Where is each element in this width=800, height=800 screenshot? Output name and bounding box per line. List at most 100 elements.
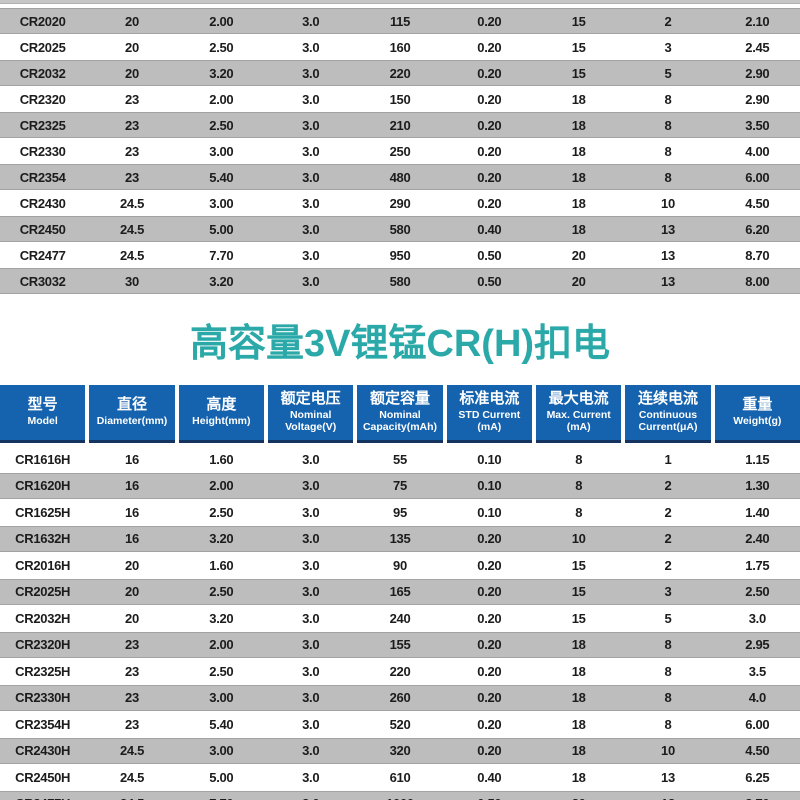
cell-value: 2.45 [745, 39, 770, 55]
cell-value: 18 [571, 637, 586, 653]
header-label-en: Nominal Voltage(V) [285, 409, 337, 433]
cell-model: CR2325H [15, 663, 71, 679]
cell-value: 5.40 [209, 716, 234, 732]
cell-value: 16 [125, 478, 139, 494]
cell-value: 24.5 [119, 247, 145, 263]
table-row: CR2354H 23 5.40 3.0 520 0.20 18 8 6.00 [0, 711, 800, 738]
cell-value: 150 [389, 91, 411, 107]
cell-value: 3.00 [209, 143, 234, 159]
cell-value: 8 [664, 690, 672, 706]
cell-value: 2.50 [209, 117, 234, 133]
cell-value: 18 [571, 195, 586, 211]
cell-value: 20 [536, 796, 621, 800]
cell-model: CR2032 [19, 65, 66, 81]
cell-value: 1 [664, 451, 672, 467]
table-row: CR2025 20 2.50 3.0 160 0.20 15 3 2.45 [0, 34, 800, 60]
table-row: CR2320H 23 2.00 3.0 155 0.20 18 8 2.95 [0, 631, 800, 658]
cell-value: 260 [389, 690, 411, 706]
cell-value: 20 [571, 273, 586, 289]
cell-value: 2.10 [745, 13, 770, 29]
cell-value: 15 [571, 39, 586, 55]
cell-value: 5.40 [209, 169, 234, 185]
battery-table-header: 型号 Model 直径 Diameter(mm) 高度 Height(mm) 额定电压 Nom… [0, 385, 800, 443]
cell-value: 3 [664, 39, 672, 55]
cell-value: 220 [389, 65, 411, 81]
cell-value: 23 [125, 91, 139, 107]
cell-value: 15 [571, 65, 586, 81]
cell-value: 0.20 [477, 663, 502, 679]
cell-value: 0.20 [477, 143, 502, 159]
header-label-cn: 连续电流 [637, 390, 698, 407]
cell-value: 18 [571, 143, 586, 159]
cell-value: 30 [125, 273, 139, 289]
cell-value: 3.0 [302, 504, 320, 520]
cell-value: 4.0 [748, 690, 766, 706]
cell-value: 3.0 [302, 195, 320, 211]
cell-value: 0.10 [477, 451, 502, 467]
cell-value: 0.20 [477, 13, 502, 29]
cell-value: 3.0 [268, 796, 353, 800]
cell-value: 16 [125, 451, 139, 467]
cell-value: 18 [571, 663, 586, 679]
cell-value: 160 [389, 39, 411, 55]
cell-value: 3.0 [302, 117, 320, 133]
cell-model: CR2016H [15, 557, 71, 573]
cell-value: 8 [664, 663, 672, 679]
table-row: CR2430 24.5 3.00 3.0 290 0.20 18 10 4.50 [0, 190, 800, 216]
cell-value: 10 [661, 195, 675, 211]
cell-value: 2.90 [745, 91, 770, 107]
cell-value: 0.50 [477, 247, 502, 263]
header-label-en: Weight(g) [733, 414, 782, 427]
table-row: CR2325 23 2.50 3.0 210 0.20 18 8 3.50 [0, 112, 800, 138]
cell-value: 115 [389, 13, 411, 29]
table-row: CR2025H 20 2.50 3.0 165 0.20 15 3 2.50 [0, 578, 800, 605]
battery-table-high-capacity: CR1616H 16 1.60 3.0 55 0.10 8 1 1.15 CR1620H 16 2.0… [0, 446, 800, 800]
cell-value: 3.0 [302, 221, 320, 237]
header-label-cn: 最大电流 [548, 390, 609, 407]
cell-value: 320 [389, 743, 411, 759]
cell-value: 2.50 [745, 584, 770, 600]
header-cell: 最大电流 Max. Current (mA) [536, 385, 622, 443]
cell-value: 1.30 [745, 478, 770, 494]
cell-value: 0.20 [477, 637, 502, 653]
cell-model: CR2450H [15, 769, 71, 785]
header-label-cn: 重量 [742, 395, 773, 413]
cell-model: CR2477H [0, 796, 85, 800]
cell-model: CR2330H [15, 690, 71, 706]
cell-value: 6.20 [745, 221, 770, 237]
cell-value: 950 [389, 247, 411, 263]
cell-value: 13 [661, 221, 675, 237]
cell-value: 20 [125, 610, 139, 626]
header-label-en: Diameter(mm) [96, 414, 168, 427]
cell-value: 90 [393, 557, 407, 573]
cell-value: 5 [664, 65, 672, 81]
table-row: CR1632H 16 3.20 3.0 135 0.20 10 2 2.40 [0, 525, 800, 552]
cell-value: 0.20 [477, 610, 502, 626]
cell-value: 135 [389, 531, 411, 547]
cell-value: 8 [664, 143, 672, 159]
cell-value: 55 [393, 451, 407, 467]
cell-value: 20 [125, 65, 139, 81]
cell-value: 250 [389, 143, 411, 159]
cell-value: 6.00 [745, 716, 770, 732]
cell-value: 18 [571, 117, 586, 133]
cell-value: 1.60 [209, 557, 234, 573]
cell-value: 0.20 [477, 195, 502, 211]
cell-value: 18 [571, 716, 586, 732]
cell-value: 10 [661, 743, 675, 759]
cell-value: 2.40 [745, 531, 770, 547]
cell-value: 8 [664, 716, 672, 732]
table-row: CR2016H 20 1.60 3.0 90 0.20 15 2 1.75 [0, 552, 800, 579]
cell-value: 1.60 [209, 451, 234, 467]
header-label-en: Height(mm) [192, 414, 251, 427]
header-label-cn: 直径 [116, 395, 147, 413]
cell-value: 3.0 [302, 690, 320, 706]
cell-value: 20 [571, 247, 586, 263]
cell-value: 580 [389, 221, 411, 237]
cell-value: 23 [125, 716, 139, 732]
cell-value: 2.90 [745, 65, 770, 81]
cutoff-row-top-sliver [0, 0, 800, 4]
cell-value: 0.20 [477, 117, 502, 133]
cell-value: 5 [664, 610, 672, 626]
section-title-wrap: 高容量3V锂锰CR(H)扣电 [0, 294, 800, 385]
